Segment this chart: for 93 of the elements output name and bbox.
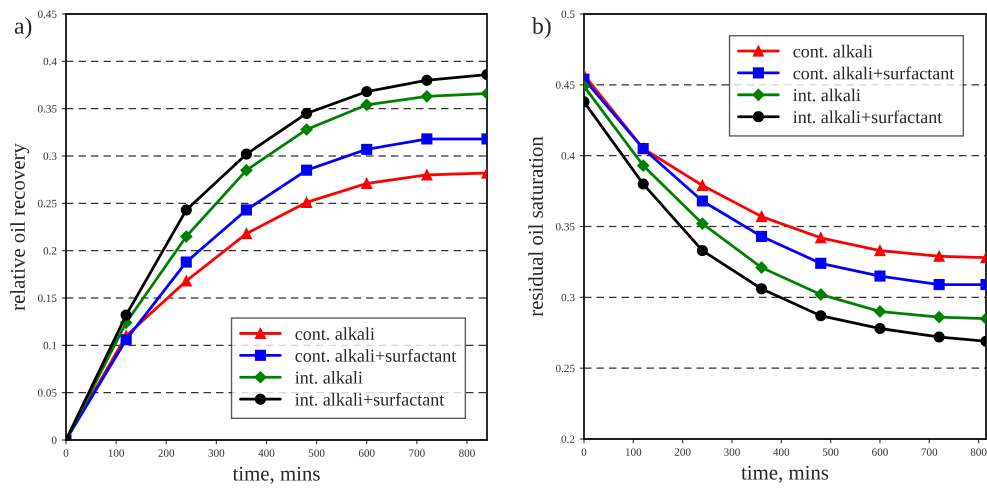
y-tick-label: 0.5: [562, 10, 575, 18]
y-tick-label: 0.35: [556, 222, 575, 231]
y-tick-label: 0.05: [38, 389, 57, 397]
point: [755, 261, 768, 274]
x-tick-label: 300: [208, 449, 224, 457]
point: [814, 288, 827, 301]
x-tick-label: 400: [258, 449, 274, 457]
point: [120, 309, 132, 321]
point: [421, 169, 432, 180]
y-tick-label: 0.45: [38, 10, 57, 18]
point: [874, 305, 886, 318]
x-tick-label: 800: [970, 448, 987, 456]
point: [240, 228, 252, 240]
chart-title: a): [14, 17, 32, 39]
point: [815, 258, 826, 269]
point: [756, 211, 768, 222]
point: [301, 196, 312, 208]
x-tick-label: 0: [64, 449, 68, 457]
y-tick-label: 0.2: [44, 247, 56, 255]
x-tick-label: 400: [773, 448, 790, 456]
point: [180, 204, 192, 216]
point: [300, 123, 313, 136]
legend-label: cont. alkali: [295, 327, 375, 340]
x-tick-label: 800: [459, 449, 475, 457]
point: [934, 331, 945, 343]
point: [756, 283, 768, 294]
y-tick-label: 0.15: [38, 294, 57, 302]
point: [180, 256, 192, 268]
point: [638, 178, 649, 190]
point: [815, 232, 826, 244]
y-tick-label: 0: [52, 436, 57, 444]
point: [240, 164, 253, 176]
y-tick-label: 0.3: [44, 152, 57, 160]
legend-label: int. alkali: [295, 371, 363, 384]
point: [361, 86, 372, 98]
point: [933, 311, 946, 324]
point: [420, 90, 433, 102]
y-tick-label: 0.1: [44, 342, 56, 350]
legend-label: int. alkali+surfactant: [295, 392, 444, 406]
x-tick-label: 0: [582, 448, 586, 456]
point: [360, 98, 373, 111]
y-axis-title: relative oil recovery: [10, 143, 30, 310]
point: [934, 250, 945, 262]
point: [361, 144, 372, 155]
point: [240, 148, 252, 160]
x-tick-label: 500: [822, 448, 839, 456]
point: [696, 180, 708, 191]
point: [120, 334, 132, 346]
point: [361, 178, 372, 190]
y-tick-label: 0.25: [556, 364, 575, 372]
point: [180, 275, 192, 287]
x-axis-title: time, mins: [232, 466, 320, 484]
y-axis-title: residual oil saturation: [528, 136, 543, 316]
legend-label: int. alkali+surfactant: [793, 110, 942, 124]
x-tick-label: 700: [409, 449, 425, 457]
y-tick-label: 0.2: [562, 435, 574, 444]
point: [421, 74, 432, 86]
y-tick-label: 0.25: [38, 200, 57, 208]
point: [696, 218, 708, 230]
x-tick-label: 500: [308, 449, 325, 457]
y-tick-label: 0.45: [556, 81, 575, 89]
x-tick-label: 600: [872, 448, 888, 456]
point: [815, 310, 826, 322]
y-tick-label: 0.4: [562, 152, 575, 160]
x-tick-label: 200: [674, 448, 691, 456]
point: [421, 133, 432, 145]
x-tick-label: 300: [724, 448, 740, 456]
legend-label: cont. alkali: [793, 44, 873, 58]
x-tick-label: 100: [626, 448, 642, 456]
point: [696, 245, 708, 256]
point: [874, 245, 886, 256]
point: [756, 230, 768, 242]
point: [934, 279, 945, 290]
x-tick-label: 200: [158, 449, 174, 457]
chart-title: b): [532, 17, 551, 39]
point: [180, 230, 192, 243]
point: [301, 164, 312, 176]
y-tick-label: 0.4: [44, 58, 57, 66]
x-axis-title: time, mins: [741, 466, 828, 483]
y-tick-label: 0.3: [562, 294, 575, 302]
x-tick-label: 700: [922, 448, 938, 456]
point: [874, 270, 886, 282]
x-tick-label: 600: [358, 449, 375, 457]
legend-label: cont. alkali+surfactant: [295, 348, 456, 362]
point: [301, 108, 312, 119]
point: [696, 195, 708, 207]
y-tick-label: 0.35: [38, 105, 57, 113]
x-tick-label: 100: [108, 449, 124, 457]
point: [637, 159, 650, 172]
legend-label: int. alkali: [793, 88, 861, 102]
point: [240, 204, 252, 216]
legend-label: cont. alkali+surfactant: [793, 66, 954, 80]
point: [874, 322, 886, 334]
